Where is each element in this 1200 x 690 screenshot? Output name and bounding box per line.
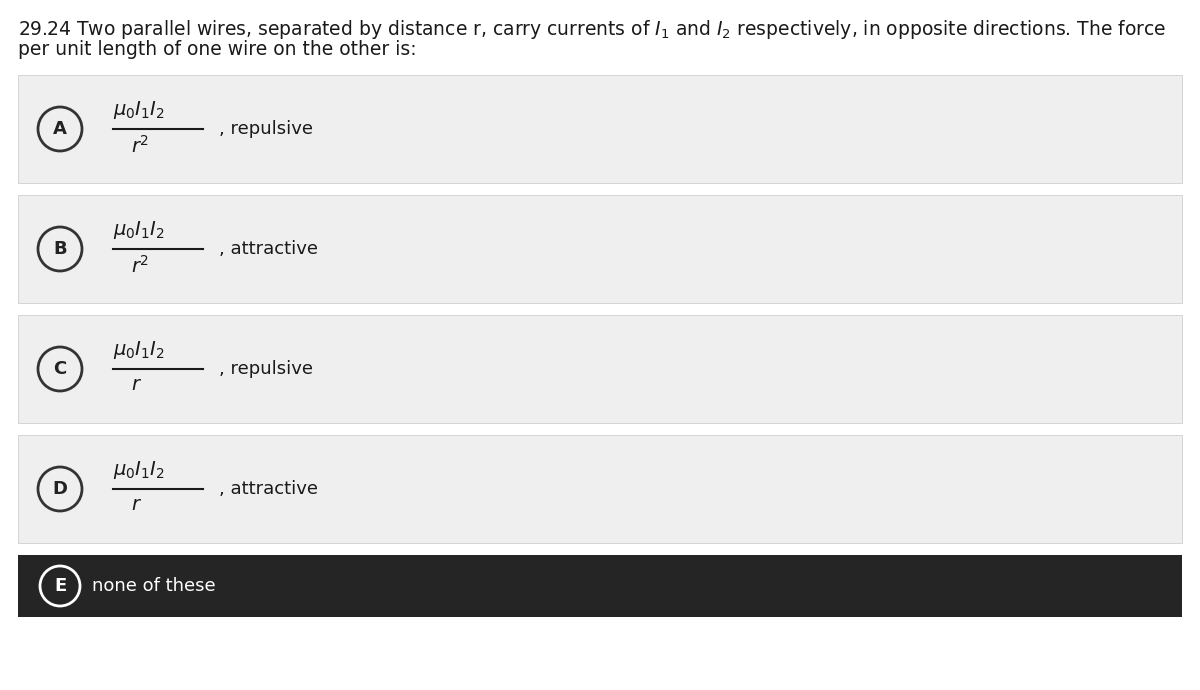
Text: per unit length of one wire on the other is:: per unit length of one wire on the other…	[18, 40, 416, 59]
Text: $\mu_0 I_1 I_2$: $\mu_0 I_1 I_2$	[113, 99, 164, 121]
Text: $r^2$: $r^2$	[131, 255, 149, 277]
Text: A: A	[53, 120, 67, 138]
Text: $r$: $r$	[131, 375, 142, 394]
FancyBboxPatch shape	[18, 555, 1182, 617]
Text: $\mu_0 I_1 I_2$: $\mu_0 I_1 I_2$	[113, 219, 164, 241]
Text: , repulsive: , repulsive	[220, 360, 313, 378]
Text: $\mu_0 I_1 I_2$: $\mu_0 I_1 I_2$	[113, 459, 164, 481]
Text: B: B	[53, 240, 67, 258]
Text: $r^2$: $r^2$	[131, 135, 149, 157]
FancyBboxPatch shape	[18, 315, 1182, 423]
Text: E: E	[54, 577, 66, 595]
Text: none of these: none of these	[92, 577, 216, 595]
FancyBboxPatch shape	[18, 435, 1182, 543]
Text: , repulsive: , repulsive	[220, 120, 313, 138]
Text: , attractive: , attractive	[220, 480, 318, 498]
FancyBboxPatch shape	[18, 195, 1182, 303]
FancyBboxPatch shape	[18, 75, 1182, 183]
Text: 29.24 Two parallel wires, separated by distance r, carry currents of $I_1$ and $: 29.24 Two parallel wires, separated by d…	[18, 18, 1166, 41]
Text: C: C	[53, 360, 67, 378]
Text: $\mu_0 I_1 I_2$: $\mu_0 I_1 I_2$	[113, 339, 164, 361]
Text: D: D	[53, 480, 67, 498]
Text: , attractive: , attractive	[220, 240, 318, 258]
Text: $r$: $r$	[131, 495, 142, 514]
